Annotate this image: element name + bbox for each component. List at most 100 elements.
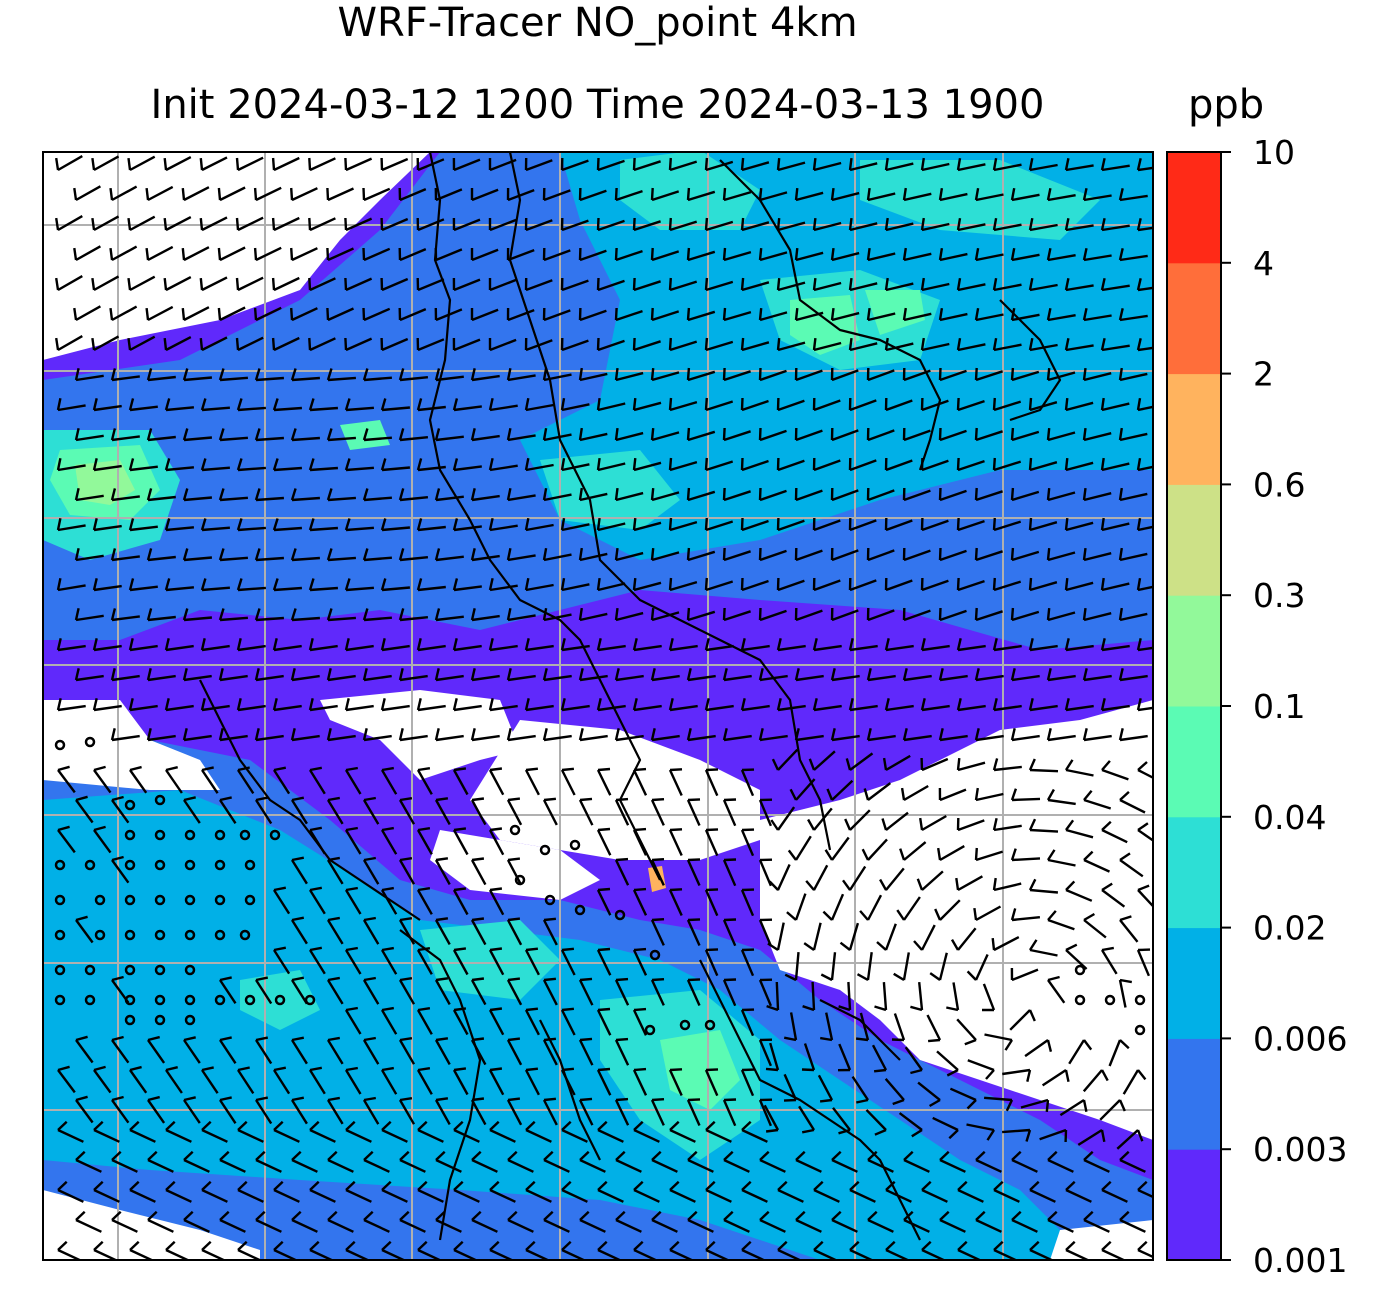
wind-barb <box>452 1067 469 1096</box>
wind-barb <box>794 728 824 742</box>
wind-barb <box>417 1180 444 1203</box>
wind-barb <box>919 814 947 832</box>
wind-barb <box>92 578 122 592</box>
calm-wind-marker <box>214 994 226 1006</box>
wind-barb <box>938 668 968 682</box>
wind-barb <box>596 517 626 532</box>
wind-barb <box>776 217 806 232</box>
wind-barb <box>236 1066 255 1095</box>
wind-barb <box>470 797 487 826</box>
wind-barb <box>956 817 985 832</box>
wind-barb <box>273 1180 300 1203</box>
wind-barb <box>111 1035 130 1064</box>
calm-wind-marker <box>184 964 196 976</box>
wind-barb <box>506 488 536 502</box>
wind-barb <box>992 877 1022 892</box>
wind-barb <box>308 157 336 172</box>
wind-barb <box>506 1097 523 1126</box>
wind-barb <box>686 547 716 562</box>
colorbar-segment <box>1167 373 1221 485</box>
wind-barb <box>920 277 950 292</box>
wind-barb <box>506 668 536 682</box>
wind-barb <box>1082 487 1112 502</box>
wind-barb <box>669 1180 696 1203</box>
wind-barb <box>326 728 356 742</box>
wind-barb <box>398 608 429 622</box>
wind-barb <box>290 247 318 262</box>
wind-barb <box>900 784 929 802</box>
wind-barb <box>920 698 950 712</box>
wind-barb <box>805 864 829 891</box>
wind-barb <box>506 428 536 442</box>
wind-barb <box>362 1036 380 1065</box>
calm-wind-marker <box>649 949 661 961</box>
wind-barb <box>200 578 230 592</box>
wind-barb <box>308 638 338 652</box>
wind-barb <box>956 397 985 412</box>
wind-barb <box>200 698 230 712</box>
wind-barb <box>308 886 326 915</box>
wind-barb <box>740 277 770 292</box>
wind-barb <box>398 1097 416 1125</box>
colorbar-units: ppb <box>1188 82 1265 128</box>
wind-barb <box>614 427 644 442</box>
wind-barb <box>236 458 266 472</box>
wind-barb <box>380 277 409 292</box>
colorbar: 0.001 0.003 0.006 0.02 0.04 0.1 0.3 0.6 2 4 10 <box>1166 133 1347 1280</box>
wind-barb <box>1064 157 1094 172</box>
wind-barb <box>109 185 138 202</box>
colorbar-tick-label: 2 <box>1253 355 1274 394</box>
wind-barb <box>380 217 409 232</box>
wind-barb <box>842 865 867 891</box>
wind-barb <box>344 578 374 592</box>
wind-barb <box>686 187 716 202</box>
calm-wind-marker <box>154 1014 166 1026</box>
wind-barb <box>488 218 517 232</box>
wind-barb <box>722 187 752 202</box>
wind-barb <box>740 517 769 532</box>
wind-barb <box>1046 668 1076 682</box>
wind-barb <box>1046 487 1076 502</box>
wind-barb <box>848 698 878 712</box>
wind-barb <box>578 547 608 562</box>
wind-barb <box>75 1150 102 1173</box>
wind-barb <box>506 1037 523 1066</box>
wind-barb <box>902 247 932 262</box>
wind-barb <box>632 457 662 472</box>
wind-barb <box>182 668 212 682</box>
wind-barb <box>1010 668 1040 682</box>
wind-barb <box>920 757 949 772</box>
wind-barb <box>471 1210 498 1233</box>
colorbar-segment <box>1167 262 1221 375</box>
wind-barb <box>650 367 680 382</box>
wind-barb <box>1041 1068 1070 1087</box>
wind-barb <box>794 487 823 502</box>
wind-barb <box>416 217 445 232</box>
wind-barb <box>668 157 698 172</box>
wind-barb <box>452 217 481 232</box>
wind-barb <box>820 1012 834 1042</box>
wind-barb <box>902 487 931 502</box>
wind-barb <box>884 397 913 412</box>
wind-barb <box>255 1150 282 1173</box>
wind-barb <box>217 186 246 202</box>
wind-barb <box>1082 668 1112 682</box>
wind-barb <box>992 157 1022 172</box>
wind-barb <box>470 548 500 562</box>
wind-barb <box>145 185 174 202</box>
wind-barb <box>56 578 86 592</box>
wind-barb <box>1100 338 1130 352</box>
wind-barb <box>740 577 769 592</box>
wind-barb <box>524 577 554 592</box>
wind-barb <box>560 577 590 592</box>
calm-wind-marker <box>614 909 626 921</box>
wind-barb <box>934 899 961 921</box>
wind-barb <box>614 307 643 322</box>
wind-barb <box>470 188 499 202</box>
wind-barb <box>75 915 94 944</box>
wind-barb <box>596 397 626 412</box>
wind-barb <box>849 1180 876 1203</box>
calm-wind-marker <box>84 964 96 976</box>
wind-barb <box>111 795 130 824</box>
wind-barb <box>722 918 737 947</box>
